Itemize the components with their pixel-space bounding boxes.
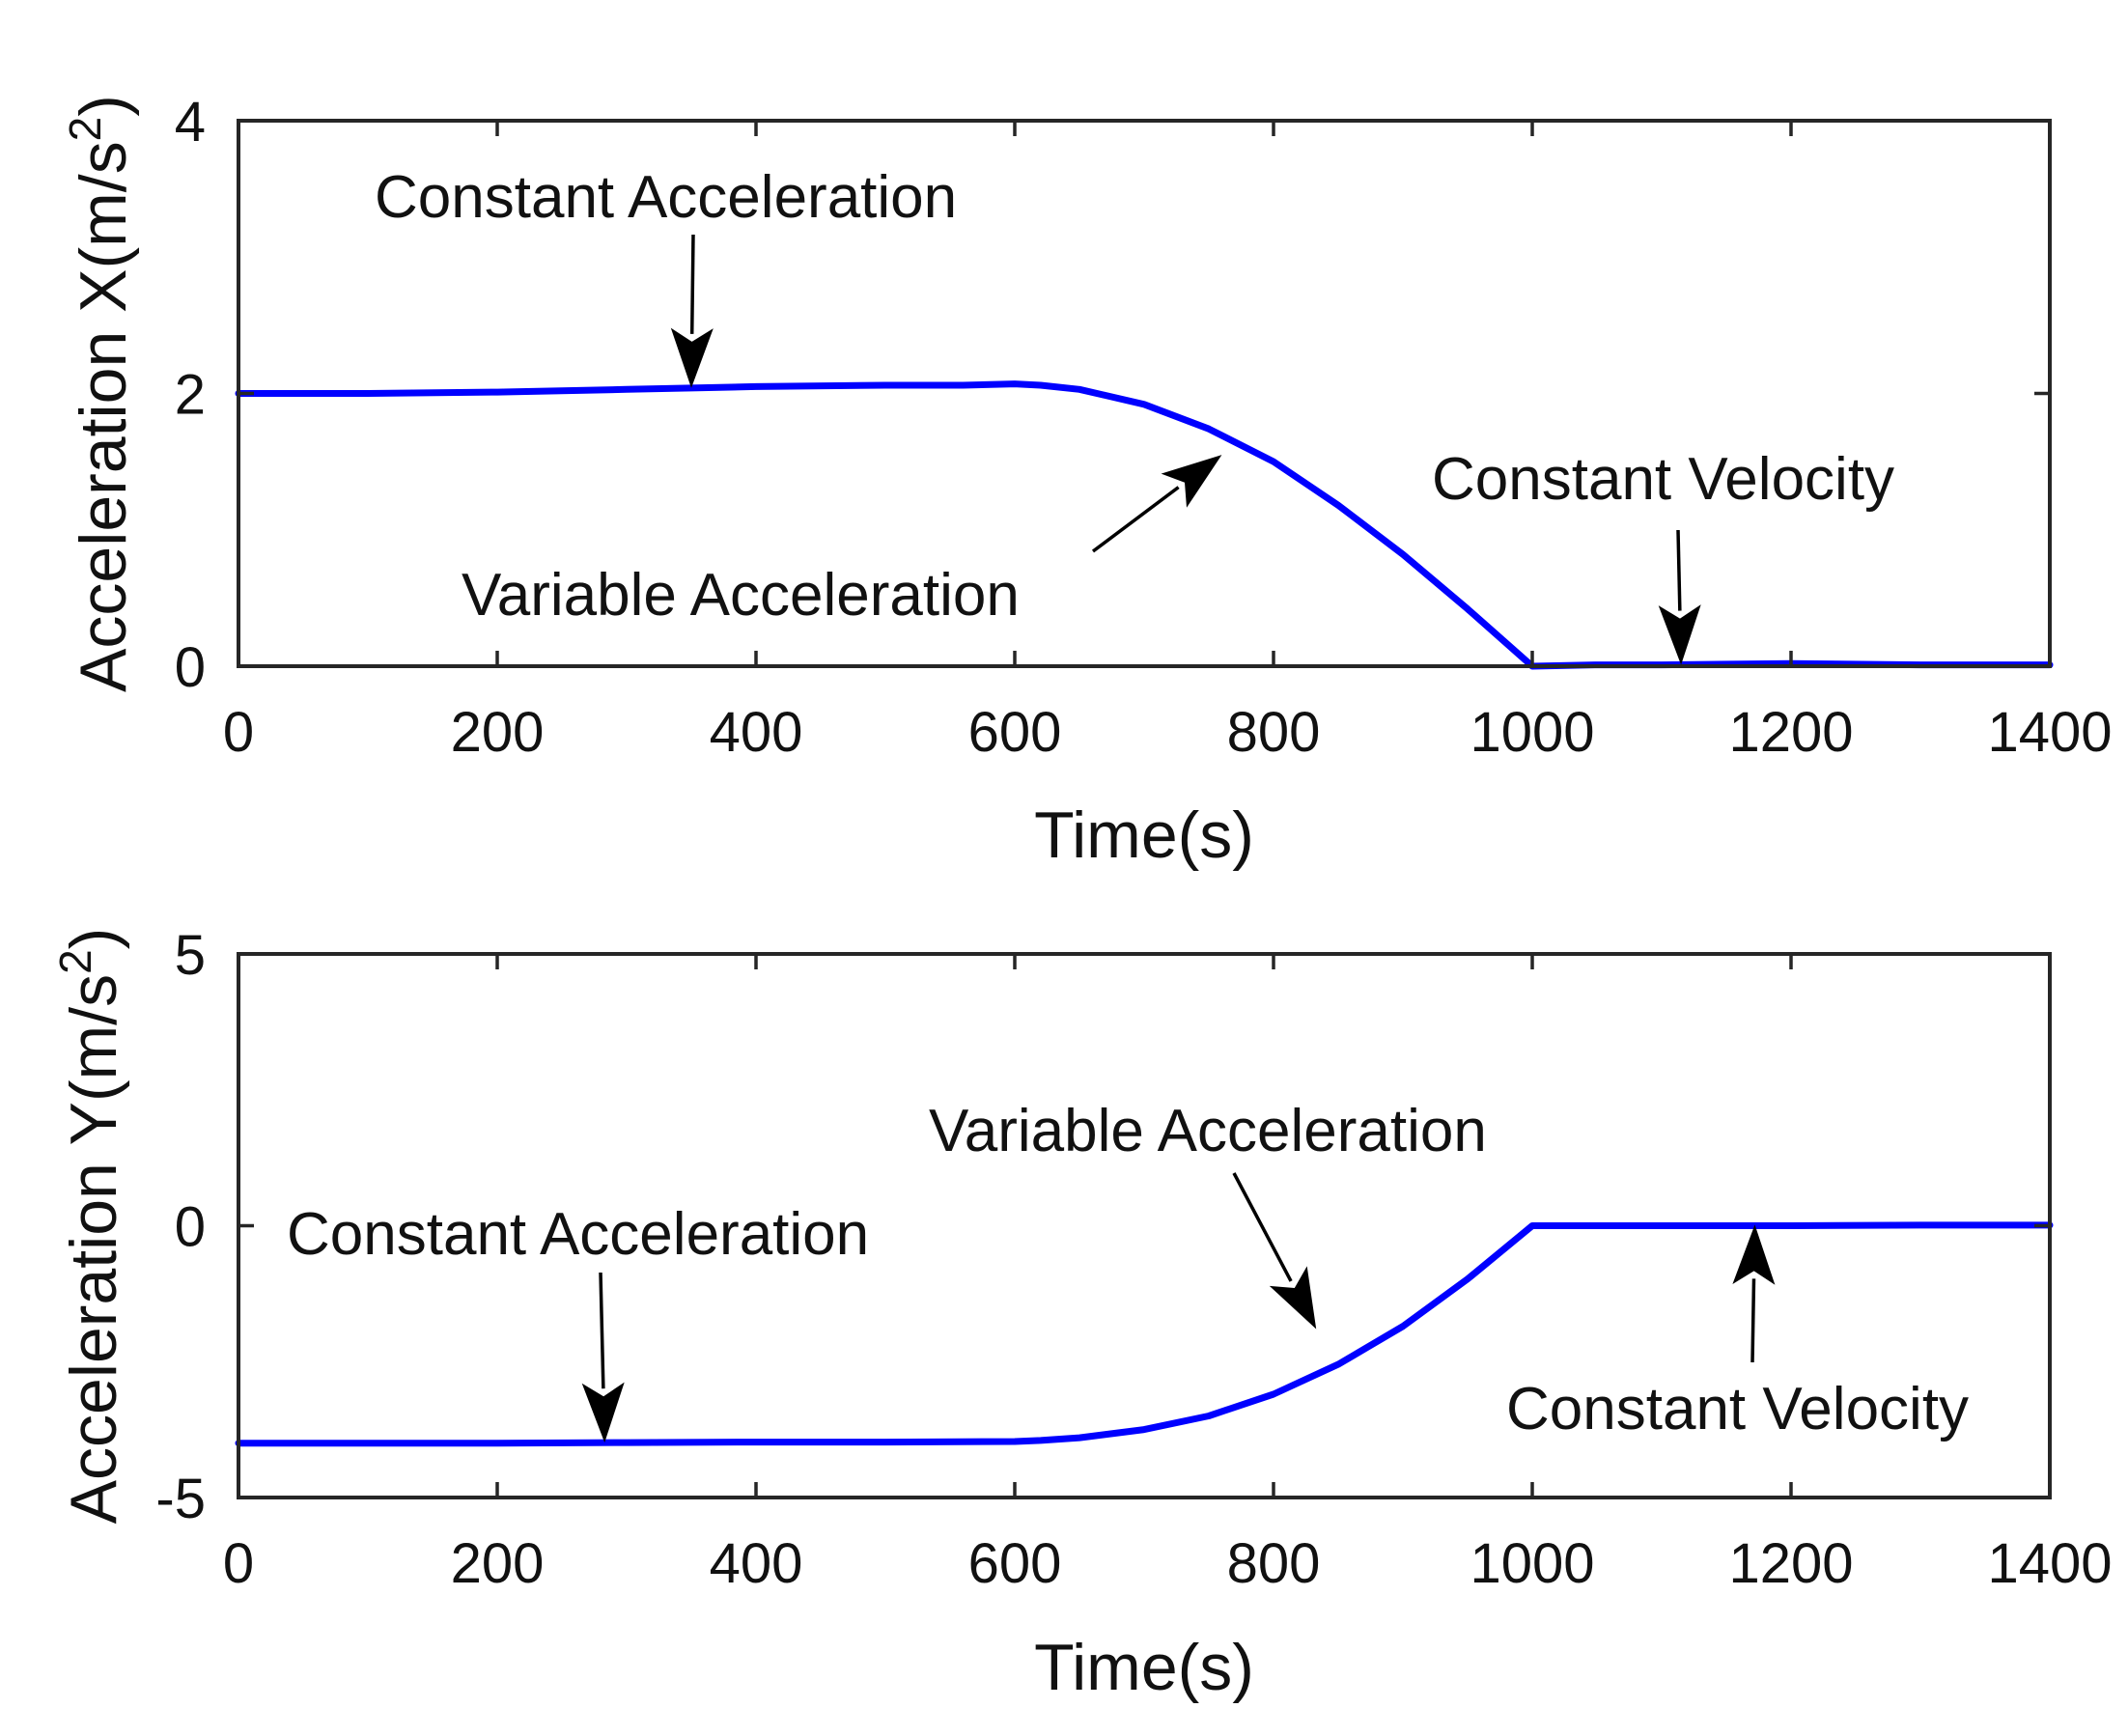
plot-acceleration-y: 0 200 400 600 800 1000 1200 1400 -5 0 5 Time(s) Acce… (50, 924, 2113, 1704)
y-axis-label-main: Acceleration X(m/s (67, 141, 140, 692)
annotation-const-vel: Constant Velocity (1506, 1376, 1969, 1442)
arrow-var-acc-head (1269, 1266, 1317, 1330)
x-tick-label: 200 (451, 701, 545, 764)
x-tick-label: 1400 (1987, 1532, 2112, 1595)
x-tick-label: 400 (710, 701, 803, 764)
plot-acceleration-x: 0 200 400 600 800 1000 1200 1400 0 2 4 Time(s) Accel… (60, 91, 2113, 872)
arrow-var-acc-head (1161, 455, 1222, 508)
arrow-const-vel (1732, 1224, 1776, 1363)
x-axis-label: Time(s) (1034, 1631, 1254, 1704)
y-tick-label: -5 (155, 1468, 206, 1530)
y-axis-label-close: ) (67, 95, 140, 117)
x-tick-label: 600 (968, 701, 1062, 764)
arrow-const-vel-head (1732, 1224, 1776, 1285)
y-tick-label: 0 (175, 636, 206, 699)
arrow-const-acc-shaft (689, 234, 695, 334)
x-tick-label: 800 (1227, 701, 1321, 764)
annotation-const-vel: Constant Velocity (1432, 446, 1894, 513)
annotation-const-acc: Constant Acceleration (375, 164, 957, 231)
arrow-const-vel-head (1658, 604, 1701, 665)
series-line-1 (235, 1221, 2054, 1447)
arrow-var-acc (1091, 455, 1222, 553)
y-tick-label: 2 (175, 364, 206, 427)
arrow-const-vel (1658, 529, 1701, 665)
x-tick-label: 1200 (1728, 1532, 1853, 1595)
x-tick-label: 600 (968, 1532, 1062, 1595)
arrow-const-acc-head (581, 1382, 625, 1443)
x-tick-label: 0 (223, 701, 254, 764)
x-axis-label: Time(s) (1034, 798, 1254, 872)
y-axis-label-superscript: 2 (50, 949, 100, 974)
arrow-const-acc (581, 1272, 625, 1443)
annotation-const-acc: Constant Acceleration (287, 1201, 869, 1268)
annotation-var-acc: Variable Acceleration (929, 1098, 1487, 1164)
x-tick-label: 200 (451, 1532, 545, 1595)
y-tick-label: 0 (175, 1196, 206, 1259)
x-tick-label: 1200 (1728, 701, 1853, 764)
x-tick-label: 400 (710, 1532, 803, 1595)
arrow-const-vel-shaft (1750, 1278, 1756, 1363)
y-tick-label: 4 (175, 91, 206, 154)
y-axis-label: Acceleration X(m/s2) (60, 95, 140, 692)
arrow-const-acc-shaft (599, 1272, 605, 1389)
arrow-var-acc (1232, 1172, 1317, 1330)
y-axis-label-main: Acceleration Y(m/s (57, 974, 130, 1524)
y-axis-label: Acceleration Y(m/s2) (50, 928, 130, 1525)
annotation-var-acc: Variable Acceleration (462, 562, 1020, 629)
y-axis-label-close: ) (57, 928, 130, 950)
arrow-var-acc-shaft (1091, 486, 1180, 553)
arrow-var-acc-shaft (1232, 1172, 1293, 1282)
arrow-const-acc (670, 234, 714, 388)
y-axis-label-superscript: 2 (60, 117, 110, 142)
x-tick-label: 1400 (1987, 701, 2112, 764)
arrow-const-vel-shaft (1676, 529, 1682, 611)
x-tick-label: 800 (1227, 1532, 1321, 1595)
x-tick-label: 0 (223, 1532, 254, 1595)
x-tick-label: 1000 (1470, 701, 1594, 764)
y-tick-label: 5 (175, 924, 206, 987)
arrow-const-acc-head (670, 327, 714, 388)
x-tick-label: 1000 (1470, 1532, 1594, 1595)
